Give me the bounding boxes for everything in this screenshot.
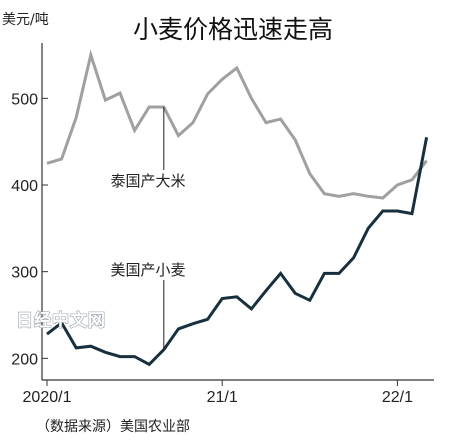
series-line-2	[46, 137, 429, 367]
series-lines	[46, 49, 429, 367]
series-line-1	[46, 49, 428, 200]
watermark: 日经中文网	[16, 310, 106, 331]
x-tick-labels: 2020/1 21/1 22/1	[23, 380, 413, 406]
source-note: （数据来源）美国农业部	[36, 419, 190, 435]
chart-title: 小麦价格迅速走高	[133, 15, 333, 44]
annotation-label-wheat: 美国产小麦	[110, 261, 185, 279]
axes	[41, 43, 434, 381]
y-axis-unit: 美元/吨	[2, 12, 49, 28]
y-tick-label: 500	[11, 91, 38, 108]
annotation-label-rice: 泰国产大米	[110, 172, 185, 190]
x-tick-label: 21/1	[207, 389, 238, 406]
y-tick-label: 300	[11, 265, 38, 282]
x-tick-label: 22/1	[382, 389, 413, 406]
y-tick-label: 400	[11, 178, 38, 195]
y-tick-labels: 200 300 400 500	[11, 91, 48, 368]
y-tick-label: 200	[11, 351, 38, 368]
x-tick-label: 2020/1	[23, 389, 72, 406]
